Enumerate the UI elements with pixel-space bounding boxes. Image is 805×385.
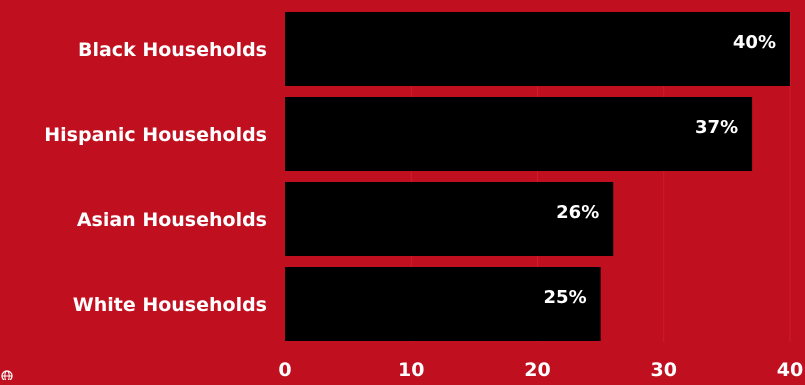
value-label-black-households: 40%: [733, 32, 776, 53]
bar-black-households: [285, 12, 790, 86]
value-label-asian-households: 26%: [556, 202, 599, 223]
bar-asian-households: [285, 182, 614, 256]
value-label-white-households: 25%: [544, 287, 587, 308]
x-tick-label-20: 20: [524, 359, 550, 380]
category-label-white-households: White Households: [73, 294, 267, 316]
x-tick-label-40: 40: [777, 359, 803, 380]
x-tick-label-30: 30: [651, 359, 677, 380]
value-label-hispanic-households: 37%: [695, 117, 738, 138]
globe-icon: [1, 370, 13, 380]
x-axis-ticks: 0 10 20 30 40: [278, 359, 803, 381]
x-tick-label-10: 10: [398, 359, 424, 380]
bar-hispanic-households: [285, 97, 753, 171]
category-label-black-households: Black Households: [78, 39, 267, 61]
bars: [285, 12, 790, 341]
category-labels: Black Households Hispanic Households Asian…: [44, 39, 267, 316]
value-labels: 40% 37% 26% 25%: [544, 32, 776, 308]
bar-white-households: [285, 267, 601, 341]
category-label-asian-households: Asian Households: [77, 209, 267, 231]
x-tick-label-0: 0: [278, 359, 291, 380]
category-label-hispanic-households: Hispanic Households: [44, 124, 267, 146]
